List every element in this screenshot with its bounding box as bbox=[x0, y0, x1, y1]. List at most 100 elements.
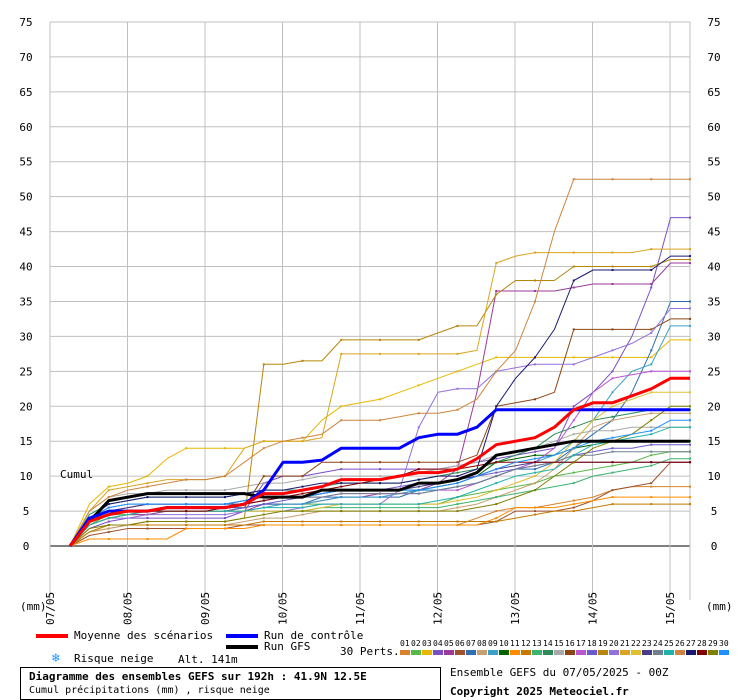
series-line-pert-18-point bbox=[611, 447, 614, 450]
y-tick-label: 15 bbox=[19, 435, 32, 448]
y-tick-label: 60 bbox=[707, 121, 720, 134]
series-line-pert-26-point bbox=[650, 178, 653, 181]
series-line-pert-04-point bbox=[689, 216, 691, 219]
y-tick-label: 30 bbox=[19, 330, 32, 343]
series-line-pert-25-point bbox=[650, 433, 653, 436]
series-line-pert-11-point bbox=[495, 517, 498, 520]
series-line-pert-16-point bbox=[262, 475, 265, 478]
pert-swatch-29 bbox=[708, 650, 718, 655]
series-line-pert-18-point bbox=[495, 471, 498, 474]
series-line-pert-16-point bbox=[417, 461, 420, 464]
series-line-pert-25-point bbox=[417, 503, 420, 506]
series-line-pert-27 bbox=[69, 255, 690, 547]
series-line-pert-03-point bbox=[456, 370, 459, 373]
series-line-pert-15-point bbox=[650, 426, 653, 429]
series-line-pert-09-point bbox=[650, 363, 653, 366]
series-line-pert-15-point bbox=[379, 475, 381, 478]
series-line-pert-27-point bbox=[689, 255, 691, 258]
series-line-pert-13-point bbox=[417, 506, 420, 509]
series-line-pert-05-point bbox=[495, 289, 498, 292]
series-line-pert-15-point bbox=[185, 489, 188, 492]
series-line-pert-30-point bbox=[417, 489, 420, 492]
series-line-pert-06-point bbox=[534, 510, 536, 513]
pert-number-11: 11 bbox=[510, 639, 520, 648]
pert-swatch-17 bbox=[576, 650, 586, 655]
series-line-pert-28-point bbox=[689, 461, 691, 464]
series-line-pert-05-point bbox=[650, 283, 653, 285]
mean-legend-label: Moyenne des scénarios bbox=[74, 629, 214, 642]
series-line-pert-15-point bbox=[262, 482, 265, 485]
series-line-pert-04-point bbox=[379, 468, 381, 471]
pert-swatch-26 bbox=[675, 650, 685, 655]
series-line-pert-04-point bbox=[534, 450, 536, 453]
series-line-pert-28-point bbox=[611, 461, 614, 464]
series-line-pert-25-point bbox=[301, 506, 304, 509]
series-line-pert-29-point bbox=[146, 520, 149, 523]
series-line-pert-29-point bbox=[534, 489, 536, 492]
series-line-pert-03-point bbox=[417, 384, 420, 387]
series-line-pert-29-point bbox=[107, 524, 110, 527]
series-line-pert-21-point bbox=[340, 352, 343, 355]
series-line-pert-04-point bbox=[107, 520, 110, 523]
x-tick-label: 15/05 bbox=[664, 592, 677, 625]
pert-swatch-02 bbox=[411, 650, 421, 655]
series-line-pert-19-point bbox=[301, 359, 304, 362]
series-line-pert-29-point bbox=[185, 520, 188, 523]
y-tick-label: 70 bbox=[19, 51, 32, 64]
pert-swatch-08 bbox=[477, 650, 487, 655]
series-line-pert-13-point bbox=[650, 464, 653, 467]
series-line-pert-17-point bbox=[456, 489, 459, 492]
series-line-pert-13-point bbox=[611, 471, 614, 474]
series-line-pert-06-point bbox=[146, 527, 149, 530]
series-line-pert-26-point bbox=[146, 485, 149, 488]
pert-swatch-09 bbox=[488, 650, 498, 655]
series-line-pert-29-point bbox=[417, 510, 420, 513]
series-line-pert-28-point bbox=[185, 510, 188, 513]
series-line-pert-27-point bbox=[224, 496, 226, 499]
y-tick-label: 20 bbox=[707, 400, 720, 413]
pert-number-28: 28 bbox=[697, 639, 707, 648]
pert-number-13: 13 bbox=[532, 639, 542, 648]
series-line-pert-14-point bbox=[611, 415, 614, 418]
series-line-pert-11-point bbox=[689, 496, 691, 499]
series-line-pert-04-point bbox=[224, 517, 226, 520]
series-line-pert-17-point bbox=[689, 370, 691, 373]
pert-swatch-10 bbox=[499, 650, 509, 655]
series-line-pert-26-point bbox=[379, 419, 381, 422]
series-line-pert-12-point bbox=[495, 520, 498, 523]
pert-number-05: 05 bbox=[444, 639, 454, 648]
series-line-pert-29-point bbox=[689, 405, 691, 408]
series-line-pert-03-point bbox=[185, 447, 188, 450]
series-line-pert-03-point bbox=[340, 405, 343, 408]
series-line-pert-21-point bbox=[146, 482, 149, 485]
y-tick-label: 50 bbox=[707, 191, 720, 204]
series-line-pert-09 bbox=[69, 325, 690, 547]
series-line-pert-15-point bbox=[456, 464, 459, 467]
series-line-pert-08-point bbox=[611, 419, 614, 422]
pert-number-19: 19 bbox=[598, 639, 608, 648]
series-line-pert-07-point bbox=[534, 468, 536, 471]
series-line-pert-12-point bbox=[301, 520, 304, 523]
series-line-pert-04-point bbox=[185, 517, 188, 520]
pert-swatch-20 bbox=[609, 650, 619, 655]
y-tick-label: 65 bbox=[707, 86, 720, 99]
series-line-pert-22-point bbox=[262, 510, 265, 513]
x-tick-label: 14/05 bbox=[587, 592, 600, 625]
series-line-pert-03-point bbox=[689, 338, 691, 341]
series-line-pert-04-point bbox=[572, 405, 575, 408]
series-line-pert-12-point bbox=[340, 520, 343, 523]
series-line-pert-27-point bbox=[650, 269, 653, 272]
series-line-pert-12-point bbox=[689, 503, 691, 506]
series-line-pert-12-point bbox=[224, 524, 226, 527]
series-line-pert-15-point bbox=[340, 475, 343, 478]
pert-swatch-18 bbox=[587, 650, 597, 655]
series-line-pert-20-point bbox=[534, 363, 536, 366]
copyright-label: Copyright 2025 Meteociel.fr bbox=[450, 685, 629, 698]
series-line-pert-14-point bbox=[456, 471, 459, 474]
series-line-pert-26-point bbox=[611, 178, 614, 181]
series-line-pert-20-point bbox=[689, 307, 691, 310]
series-line-pert-30-point bbox=[611, 436, 614, 439]
perts-label: 30 Perts. bbox=[340, 645, 400, 658]
series-line-pert-11-point bbox=[301, 524, 304, 527]
series-line-pert-28-point bbox=[262, 499, 265, 502]
